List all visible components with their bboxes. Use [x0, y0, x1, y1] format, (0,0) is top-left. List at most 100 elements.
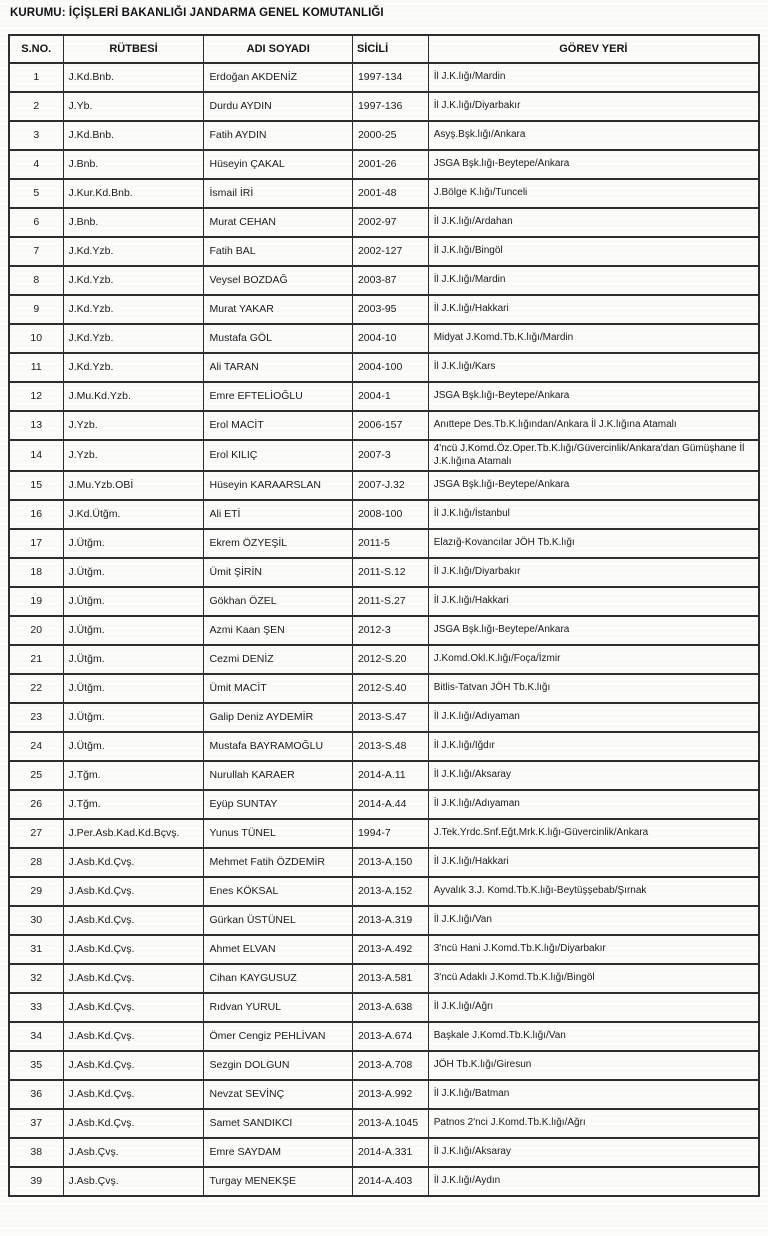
table-row: 31 J.Asb.Kd.Çvş. Ahmet ELVAN 2013-A.492 …: [8, 934, 760, 965]
table-row: 27 J.Per.Asb.Kad.Kd.Bçvş. Yunus TÜNEL 19…: [8, 818, 760, 849]
table-row: 3 J.Kd.Bnb. Fatih AYDIN 2000-25 Asyş.Bşk…: [8, 120, 760, 151]
cell-duty-station: İl J.K.lığı/Mardin: [427, 62, 760, 93]
table-row: 9 J.Kd.Yzb. Murat YAKAR 2003-95 İl J.K.l…: [8, 294, 760, 325]
cell-name: Hüseyin KARAARSLAN: [203, 470, 353, 501]
table-row: 18 J.Ütğm. Ümit ŞİRİN 2011-S.12 İl J.K.l…: [8, 557, 760, 588]
cell-name: Ömer Cengiz PEHLİVAN: [203, 1021, 353, 1052]
cell-registry-number: 2003-87: [351, 265, 429, 296]
table-row: 20 J.Ütğm. Azmi Kaan ŞEN 2012-3 JSGA Bşk…: [8, 615, 760, 646]
table-row: 25 J.Tğm. Nurullah KARAER 2014-A.11 İl J…: [8, 760, 760, 791]
cell-name: Yunus TÜNEL: [203, 818, 353, 849]
cell-duty-station: İl J.K.lığı/Mardin: [427, 265, 760, 296]
cell-rank: J.Asb.Kd.Çvş.: [62, 1079, 205, 1110]
cell-duty-station: JSGA Bşk.lığı-Beytepe/Ankara: [427, 381, 760, 412]
cell-rank: J.Ütğm.: [62, 702, 205, 733]
cell-name: Mustafa BAYRAMOĞLU: [203, 731, 353, 762]
cell-serial-number: 4: [8, 149, 64, 180]
cell-rank: J.Ütğm.: [62, 586, 205, 617]
cell-registry-number: 2011-5: [351, 528, 429, 559]
cell-duty-station: İl J.K.lığı/Van: [427, 905, 760, 936]
cell-duty-station: İl J.K.lığı/Aydın: [427, 1166, 760, 1197]
cell-serial-number: 23: [8, 702, 64, 733]
header-registry-number: SİCİLİ: [351, 34, 429, 64]
table-row: 17 J.Ütğm. Ekrem ÖZYEŞİL 2011-5 Elazığ-K…: [8, 528, 760, 559]
table-row: 32 J.Asb.Kd.Çvş. Cihan KAYGUSUZ 2013-A.5…: [8, 963, 760, 994]
cell-rank: J.Kd.Yzb.: [62, 294, 205, 325]
cell-duty-station: Midyat J.Komd.Tb.K.lığı/Mardin: [427, 323, 760, 354]
cell-name: Samet SANDIKCI: [203, 1108, 353, 1139]
cell-name: Mustafa GÖL: [203, 323, 353, 354]
table-row: 7 J.Kd.Yzb. Fatih BAL 2002-127 İl J.K.lı…: [8, 236, 760, 267]
cell-duty-station: İl J.K.lığı/Hakkari: [427, 847, 760, 878]
cell-registry-number: 2001-48: [351, 178, 429, 209]
cell-duty-station: 4'ncü J.Komd.Öz.Oper.Tb.K.lığı/Güvercinl…: [427, 439, 760, 472]
cell-duty-station: Asyş.Bşk.lığı/Ankara: [427, 120, 760, 151]
table-row: 39 J.Asb.Çvş. Turgay MENEKŞE 2014-A.403 …: [8, 1166, 760, 1197]
cell-serial-number: 22: [8, 673, 64, 704]
cell-duty-station: JSGA Bşk.lığı-Beytepe/Ankara: [427, 615, 760, 646]
table-row: 26 J.Tğm. Eyüp SUNTAY 2014-A.44 İl J.K.l…: [8, 789, 760, 820]
table-header-row: S.NO. RÜTBESİ ADI SOYADI SİCİLİ GÖREV YE…: [8, 34, 760, 64]
cell-registry-number: 2014-A.331: [351, 1137, 429, 1168]
cell-serial-number: 28: [8, 847, 64, 878]
cell-duty-station: JSGA Bşk.lığı-Beytepe/Ankara: [427, 149, 760, 180]
cell-rank: J.Asb.Kd.Çvş.: [62, 1050, 205, 1081]
cell-duty-station: İl J.K.lığı/Adıyaman: [427, 702, 760, 733]
cell-registry-number: 1994-7: [351, 818, 429, 849]
cell-rank: J.Kd.Yzb.: [62, 265, 205, 296]
table-row: 34 J.Asb.Kd.Çvş. Ömer Cengiz PEHLİVAN 20…: [8, 1021, 760, 1052]
cell-serial-number: 17: [8, 528, 64, 559]
table-row: 19 J.Ütğm. Gökhan ÖZEL 2011-S.27 İl J.K.…: [8, 586, 760, 617]
cell-registry-number: 2007-J.32: [351, 470, 429, 501]
cell-duty-station: İl J.K.lığı/Ağrı: [427, 992, 760, 1023]
cell-serial-number: 18: [8, 557, 64, 588]
cell-registry-number: 2013-A.1045: [351, 1108, 429, 1139]
cell-rank: J.Per.Asb.Kad.Kd.Bçvş.: [62, 818, 205, 849]
table-row: 29 J.Asb.Kd.Çvş. Enes KÖKSAL 2013-A.152 …: [8, 876, 760, 907]
table-header: S.NO. RÜTBESİ ADI SOYADI SİCİLİ GÖREV YE…: [8, 34, 760, 64]
cell-name: Enes KÖKSAL: [203, 876, 353, 907]
table-row: 37 J.Asb.Kd.Çvş. Samet SANDIKCI 2013-A.1…: [8, 1108, 760, 1139]
cell-rank: J.Yzb.: [62, 439, 205, 472]
table-row: 24 J.Ütğm. Mustafa BAYRAMOĞLU 2013-S.48 …: [8, 731, 760, 762]
table-row: 6 J.Bnb. Murat CEHAN 2002-97 İl J.K.lığı…: [8, 207, 760, 238]
cell-serial-number: 25: [8, 760, 64, 791]
cell-registry-number: 2013-A.992: [351, 1079, 429, 1110]
cell-rank: J.Mu.Kd.Yzb.: [62, 381, 205, 412]
cell-registry-number: 2013-S.47: [351, 702, 429, 733]
cell-registry-number: 2014-A.44: [351, 789, 429, 820]
cell-rank: J.Ütğm.: [62, 673, 205, 704]
cell-rank: J.Bnb.: [62, 207, 205, 238]
cell-name: Cihan KAYGUSUZ: [203, 963, 353, 994]
cell-name: Emre SAYDAM: [203, 1137, 353, 1168]
table-row: 16 J.Kd.Ütğm. Ali ETİ 2008-100 İl J.K.lı…: [8, 499, 760, 530]
cell-name: Fatih BAL: [203, 236, 353, 267]
cell-rank: J.Ütğm.: [62, 615, 205, 646]
table-row: 23 J.Ütğm. Galip Deniz AYDEMİR 2013-S.47…: [8, 702, 760, 733]
table-row: 21 J.Ütğm. Cezmi DENİZ 2012-S.20 J.Komd.…: [8, 644, 760, 675]
cell-rank: J.Kd.Yzb.: [62, 352, 205, 383]
cell-registry-number: 2013-A.150: [351, 847, 429, 878]
cell-serial-number: 11: [8, 352, 64, 383]
cell-duty-station: Bitlis-Tatvan JÖH Tb.K.lığı: [427, 673, 760, 704]
table-row: 35 J.Asb.Kd.Çvş. Sezgin DOLGUN 2013-A.70…: [8, 1050, 760, 1081]
cell-name: Murat YAKAR: [203, 294, 353, 325]
cell-name: Ümit ŞİRİN: [203, 557, 353, 588]
cell-registry-number: 2012-S.20: [351, 644, 429, 675]
header-name: ADI SOYADI: [203, 34, 353, 64]
cell-rank: J.Mu.Yzb.OBİ: [62, 470, 205, 501]
cell-serial-number: 5: [8, 178, 64, 209]
cell-rank: J.Kd.Yzb.: [62, 323, 205, 354]
cell-duty-station: İl J.K.lığı/Aksaray: [427, 760, 760, 791]
header-duty-station: GÖREV YERİ: [427, 34, 760, 64]
cell-name: Sezgin DOLGUN: [203, 1050, 353, 1081]
cell-rank: J.Asb.Kd.Çvş.: [62, 1108, 205, 1139]
cell-registry-number: 1997-136: [351, 91, 429, 122]
cell-name: Cezmi DENİZ: [203, 644, 353, 675]
cell-rank: J.Kd.Bnb.: [62, 120, 205, 151]
cell-rank: J.Ütğm.: [62, 528, 205, 559]
cell-duty-station: İl J.K.lığı/Adıyaman: [427, 789, 760, 820]
cell-duty-station: J.Komd.Okl.K.lığı/Foça/İzmir: [427, 644, 760, 675]
cell-name: Azmi Kaan ŞEN: [203, 615, 353, 646]
cell-registry-number: 2013-A.708: [351, 1050, 429, 1081]
